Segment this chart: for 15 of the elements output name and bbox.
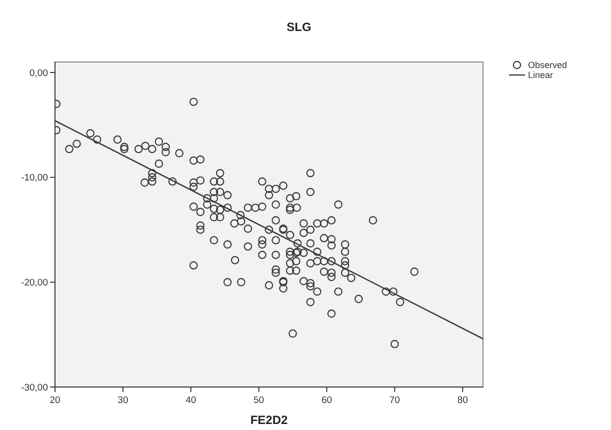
x-tick-label: 80 — [457, 395, 468, 406]
x-tick-label: 50 — [254, 395, 264, 406]
x-tick-label: 70 — [389, 395, 400, 406]
y-tick-label: 0,00 — [30, 68, 48, 79]
legend-label: Linear — [528, 70, 554, 80]
y-tick-label: -10,00 — [21, 172, 48, 184]
x-tick-label: 60 — [321, 395, 332, 406]
chart-title: SLG — [286, 20, 312, 34]
x-tick-label: 30 — [118, 395, 128, 406]
x-axis-title: FE2D2 — [250, 413, 288, 427]
y-tick-label: -30,00 — [21, 382, 48, 394]
legend-label: Observed — [528, 60, 568, 70]
x-tick-label: 40 — [186, 395, 196, 406]
x-tick-label: 20 — [50, 395, 60, 406]
y-tick-label: -20,00 — [21, 277, 48, 288]
